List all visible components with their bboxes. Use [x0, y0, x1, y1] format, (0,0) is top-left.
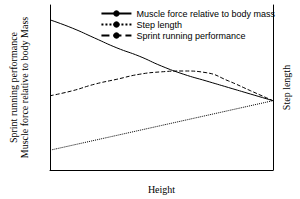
- svg-text:Muscle force relative to body: Muscle force relative to body Mass: [19, 17, 30, 158]
- svg-text:Sprint running performance: Sprint running performance: [8, 31, 19, 143]
- svg-text:Sprint running performance: Sprint running performance: [136, 31, 245, 41]
- svg-text:Muscle force relative to body: Muscle force relative to body mass: [136, 9, 275, 19]
- svg-text:Step length: Step length: [136, 20, 182, 30]
- svg-text:Height: Height: [148, 184, 175, 195]
- svg-text:Step length: Step length: [281, 65, 292, 110]
